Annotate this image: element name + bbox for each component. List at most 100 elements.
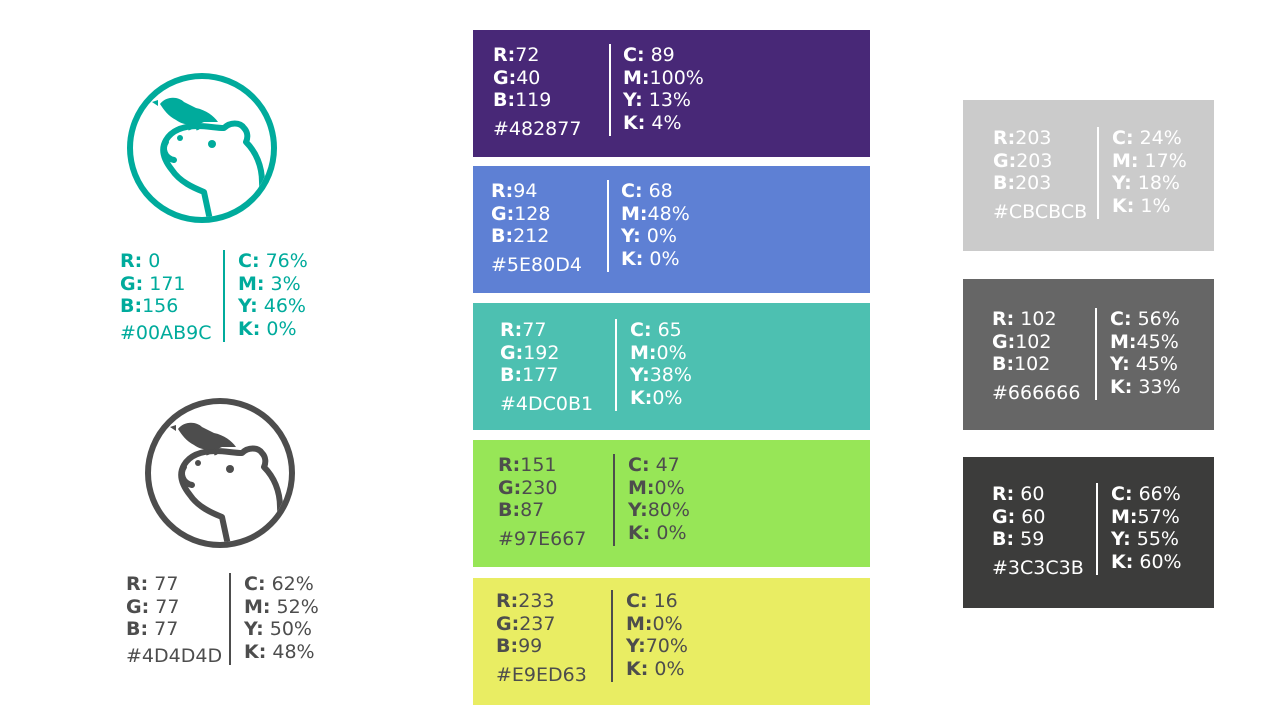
channel-key: Y: [623, 89, 643, 111]
channel-key: K: [244, 640, 267, 663]
channel-key: K: [1112, 194, 1135, 217]
channel-value: 77 [148, 618, 179, 640]
cmyk-line: Y: 50% [244, 618, 319, 641]
channel-key: M: [628, 476, 655, 499]
cmyk-line: M:100% [623, 67, 704, 90]
channel-value: 4% [645, 111, 682, 134]
hex-code: #4D4D4D [126, 645, 223, 667]
channel-key: K: [630, 386, 653, 409]
rgb-line: G:128 [491, 203, 550, 226]
cmyk-line: Y: 18% [1112, 172, 1187, 195]
cmyk-line: C: 66% [1111, 483, 1182, 506]
bird-on-capybara-icon [127, 73, 277, 223]
rgb-line: R: 102 [992, 308, 1057, 331]
cmyk-values: C: 68 M:48% Y: 0% K: 0% [621, 180, 690, 270]
channel-value: 62% [265, 573, 314, 595]
channel-key: C: [238, 250, 260, 272]
channel-value: 128 [514, 202, 551, 225]
channel-value: 3% [264, 272, 301, 295]
channel-value: 65 [651, 319, 682, 341]
rgb-line: R:77 [500, 319, 559, 342]
channel-value: 212 [513, 225, 550, 247]
channel-value: 77 [522, 319, 547, 341]
channel-value: 46% [257, 295, 306, 317]
rgb-line: B:156 [120, 295, 186, 318]
channel-value: 17% [1138, 149, 1187, 172]
channel-value: 60 [1015, 505, 1046, 528]
hex-code: #482877 [493, 118, 582, 140]
channel-value: 48% [647, 202, 690, 225]
rgb-values: R: 0 G: 171 B:156 [120, 250, 186, 318]
channel-key: Y: [1112, 172, 1132, 194]
channel-key: R: [126, 573, 149, 595]
rgb-line: B: 59 [992, 528, 1045, 551]
rgb-line: R: 77 [126, 573, 179, 596]
cmyk-values: C: 56% M:45% Y: 45% K: 33% [1110, 308, 1181, 398]
cmyk-values: C: 66% M:57% Y: 55% K: 60% [1111, 483, 1182, 573]
swatch-turquoise: R:77 G:192 B:177 #4DC0B1 C: 65 M:0% Y:38% K:0% [473, 303, 870, 430]
channel-value: 87 [520, 499, 545, 521]
rgb-line: G: 77 [126, 596, 179, 619]
cmyk-line: Y: 13% [623, 89, 704, 112]
rgb-line: G:192 [500, 342, 559, 365]
channel-value: 94 [513, 180, 538, 202]
cmyk-values: C: 76% M: 3% Y: 46% K: 0% [238, 250, 308, 340]
channel-value: 151 [520, 454, 557, 476]
cmyk-line: K:0% [630, 387, 692, 410]
cmyk-line: Y: 46% [238, 295, 308, 318]
channel-key: C: [630, 319, 652, 341]
rgb-line: B: 77 [126, 618, 179, 641]
rgb-values: R: 60 G: 60 B: 59 [992, 483, 1045, 551]
rgb-line: G:230 [498, 477, 557, 500]
channel-value: 55% [1130, 528, 1179, 550]
cmyk-line: K: 0% [621, 248, 690, 271]
rgb-line: R: 60 [992, 483, 1045, 506]
channel-key: G: [491, 202, 515, 225]
channel-value: 99 [518, 635, 543, 657]
channel-value: 72 [515, 44, 540, 66]
rgb-line: R:72 [493, 44, 551, 67]
cmyk-line: K: 0% [626, 658, 688, 681]
divider [607, 180, 609, 272]
rgb-line: R:151 [498, 454, 557, 477]
channel-key: R: [491, 180, 514, 202]
channel-value: 177 [522, 364, 559, 386]
cmyk-values: C: 89 M:100% Y: 13% K: 4% [623, 44, 704, 134]
cmyk-line: Y:70% [626, 635, 688, 658]
channel-value: 230 [521, 476, 558, 499]
channel-value: 0% [640, 225, 677, 247]
channel-value: 192 [523, 341, 560, 364]
rgb-values: R:72 G:40 B:119 [493, 44, 551, 112]
hex-code: #5E80D4 [491, 254, 582, 276]
channel-value: 38% [649, 364, 692, 386]
channel-value: 48% [266, 640, 315, 663]
swatch-blue: R:94 G:128 B:212 #5E80D4 C: 68 M:48% Y: 0% K: 0… [473, 166, 870, 293]
channel-key: C: [1111, 483, 1133, 505]
channel-key: R: [493, 44, 516, 66]
rgb-line: G:237 [496, 613, 555, 636]
channel-value: 102 [1014, 308, 1057, 330]
cmyk-line: K: 1% [1112, 195, 1187, 218]
channel-key: C: [626, 590, 648, 612]
channel-key: K: [623, 111, 646, 134]
channel-key: Y: [1110, 353, 1130, 375]
channel-key: R: [120, 250, 143, 272]
hex-code: #E9ED63 [496, 664, 587, 686]
channel-key: G: [493, 66, 517, 89]
cmyk-values: C: 65 M:0% Y:38% K:0% [630, 319, 692, 409]
channel-value: 171 [143, 272, 186, 295]
channel-key: M: [623, 66, 650, 89]
cmyk-line: M: 3% [238, 273, 308, 296]
cmyk-line: M:48% [621, 203, 690, 226]
channel-value: 0% [650, 521, 687, 544]
rgb-line: R:203 [993, 127, 1052, 150]
hex-code: #666666 [992, 382, 1081, 404]
cmyk-values: C: 24% M: 17% Y: 18% K: 1% [1112, 127, 1187, 217]
channel-value: 52% [270, 595, 319, 618]
channel-value: 13% [642, 89, 691, 111]
channel-value: 59 [1014, 528, 1045, 550]
divider [609, 44, 611, 136]
channel-key: B: [993, 172, 1016, 194]
rgb-values: R:94 G:128 B:212 [491, 180, 550, 248]
channel-key: K: [626, 657, 649, 680]
